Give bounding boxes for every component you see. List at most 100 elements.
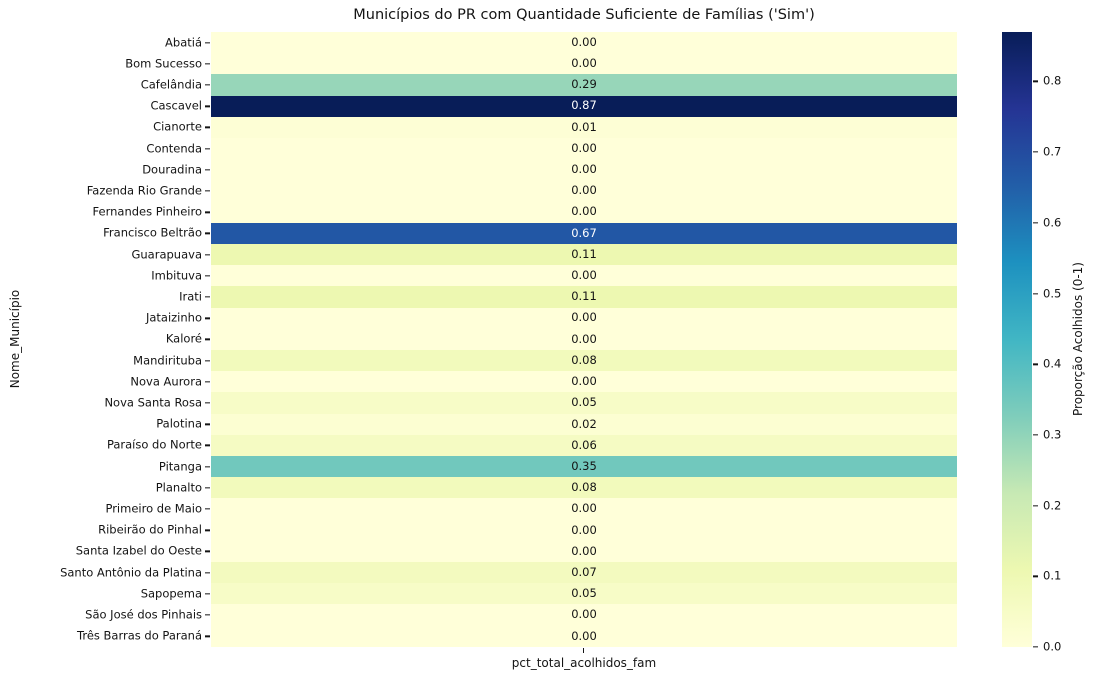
x-axis-tick-label: pct_total_acolhidos_fam: [511, 656, 657, 670]
colorbar-tick-mark: [1033, 504, 1038, 507]
cell-annotation: 0.06: [571, 437, 597, 452]
heatmap-row: Irati 0.11: [179, 286, 957, 308]
cell-annotation: 0.29: [571, 77, 597, 92]
cell-annotation: 0.00: [571, 268, 597, 283]
y-tick-mark: [205, 572, 210, 574]
heatmap-row: Nova Aurora 0.00: [130, 371, 957, 393]
heatmap-row: Cascavel 0.87: [150, 95, 957, 117]
heatmap-row: Kaloré 0.00: [166, 328, 957, 351]
heatmap-row: Palotina 0.02: [156, 413, 957, 435]
cell-annotation: 0.11: [571, 246, 597, 261]
cell-annotation: 0.05: [571, 395, 597, 410]
y-tick-label: Kaloré: [165, 331, 202, 346]
y-tick-mark: [205, 232, 210, 235]
y-tick-label: Francisco Beltrão: [103, 225, 202, 240]
colorbar-tick-mark: [1033, 434, 1038, 436]
heatmap-row: Guarapuava 0.11: [131, 244, 957, 266]
y-tick-mark: [205, 466, 210, 468]
cell-annotation: 0.00: [571, 310, 597, 325]
cell-annotation: 0.00: [571, 501, 597, 516]
y-tick-label: Cafelândia: [140, 77, 202, 92]
cell-annotation: 0.00: [571, 56, 597, 71]
colorbar-tick-label: 0.0: [1043, 639, 1062, 654]
cell-annotation: 0.01: [571, 119, 597, 134]
colorbar-tick-label: 0.1: [1043, 568, 1062, 583]
y-tick-mark: [205, 381, 210, 383]
y-tick-mark: [205, 253, 210, 256]
y-tick-mark: [205, 41, 210, 44]
cell-annotation: 0.02: [571, 416, 597, 431]
chart-title: Municípios do PR com Quantidade Suficien…: [353, 7, 815, 23]
y-tick-mark: [205, 614, 210, 616]
y-tick-mark: [205, 635, 210, 637]
cell-annotation: 0.00: [571, 374, 597, 389]
y-tick-label: Palotina: [156, 416, 202, 431]
colorbar-tick-label: 0.4: [1043, 356, 1062, 371]
colorbar-tick-mark: [1033, 575, 1038, 577]
y-tick-label: Guarapuava: [131, 246, 202, 261]
y-tick-mark: [205, 593, 210, 595]
heatmap-row: Santo Antônio da Platina 0.07: [60, 562, 957, 584]
colorbar-gradient: [1002, 32, 1032, 647]
colorbar-tick-label: 0.2: [1043, 497, 1062, 512]
heatmap-row: Abatiá 0.00: [165, 32, 957, 54]
y-tick-label: Douradina: [142, 162, 202, 177]
y-tick-label: Abatiá: [165, 34, 202, 49]
y-tick-mark: [205, 487, 210, 489]
heatmap-row: Imbituva 0.00: [151, 265, 957, 287]
y-tick-mark: [205, 296, 210, 298]
y-tick-label: Imbituva: [151, 268, 202, 283]
y-tick-label: Três Barras do Paraná: [77, 628, 202, 643]
heatmap-row: Jataizinho 0.00: [146, 307, 957, 329]
y-tick-mark: [205, 105, 210, 107]
heatmap-row: Ribeirão do Pinhal 0.00: [98, 519, 957, 541]
y-tick-label: Santa Izabel do Oeste: [75, 543, 202, 558]
heatmap-row: Paraíso do Norte 0.06: [107, 434, 957, 457]
y-tick-label: Mandirituba: [133, 352, 202, 367]
y-tick-label: Paraíso do Norte: [106, 437, 202, 452]
colorbar-tick-mark: [1033, 363, 1038, 365]
y-tick-mark: [205, 275, 210, 277]
heatmap-row: Bom Sucesso 0.00: [125, 53, 957, 75]
y-tick-mark: [205, 338, 210, 341]
y-tick-label: Ribeirão do Pinhal: [98, 522, 202, 537]
cell-annotation: 0.00: [571, 183, 597, 198]
y-tick-label: São José dos Pinhais: [85, 607, 202, 622]
cell-annotation: 0.00: [571, 543, 597, 558]
cell-annotation: 0.11: [571, 289, 597, 304]
x-tick-mark: [583, 648, 585, 653]
cell-annotation: 0.00: [571, 607, 597, 622]
y-tick-label: Fernandes Pinheiro: [92, 204, 202, 219]
y-tick-mark: [205, 529, 210, 531]
y-tick-label: Cascavel: [150, 98, 202, 113]
y-tick-label: Planalto: [155, 480, 202, 495]
colorbar-tick-mark: [1033, 151, 1038, 153]
cell-annotation: 0.00: [571, 34, 597, 49]
y-tick-mark: [205, 147, 210, 150]
cell-annotation: 0.67: [571, 225, 597, 240]
heatmap-row: Francisco Beltrão 0.67: [103, 222, 957, 245]
cell-annotation: 0.07: [571, 564, 597, 579]
y-tick-mark: [205, 126, 210, 129]
heatmap-row: São José dos Pinhais 0.00: [85, 604, 957, 626]
heatmap-row: Douradina 0.00: [142, 159, 957, 181]
y-tick-label: Santo Antônio da Platina: [60, 564, 202, 579]
cell-annotation: 0.08: [571, 352, 597, 367]
heatmap-row: Cianorte 0.01: [153, 116, 957, 139]
heatmap-row: Pitanga 0.35: [159, 456, 957, 478]
heatmap-grid: Abatiá 0.00 Bom Sucesso 0.00 Cafelândia 0.29 C…: [60, 32, 957, 647]
heatmap-row: Fernandes Pinheiro 0.00: [93, 201, 957, 223]
y-tick-label: Irati: [179, 289, 202, 304]
heatmap-row: Cafelândia 0.29: [141, 74, 957, 96]
y-tick-mark: [205, 423, 210, 425]
y-tick-mark: [205, 508, 210, 510]
y-tick-mark: [205, 317, 210, 319]
y-tick-mark: [205, 402, 210, 404]
cell-annotation: 0.08: [571, 480, 597, 495]
cell-annotation: 0.00: [571, 140, 597, 155]
y-tick-mark: [205, 444, 210, 447]
colorbar-tick-label: 0.6: [1043, 215, 1062, 230]
colorbar-tick-mark: [1033, 292, 1038, 295]
cell-annotation: 0.05: [571, 586, 597, 601]
